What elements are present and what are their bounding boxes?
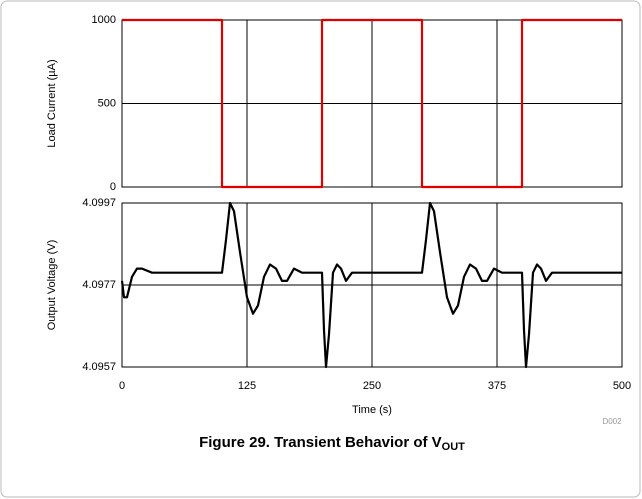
y-tick-label: 1000	[92, 14, 116, 26]
x-tick-label: 375	[488, 380, 506, 392]
y-tick-label: 0	[110, 181, 116, 193]
caption-subscript: OUT	[442, 441, 466, 453]
caption: Figure 29. Transient Behavior of VOUT	[199, 434, 465, 453]
data-line	[120, 201, 622, 369]
data-line	[122, 18, 622, 189]
y-axis-title: Load Current (µA)	[46, 59, 58, 147]
y-tick-label: 4.0957	[82, 361, 116, 373]
x-tick-label: 500	[613, 380, 631, 392]
x-tick-label: 250	[363, 380, 381, 392]
y-tick-label: 500	[98, 97, 116, 109]
y-axis-title: Output Voltage (V)	[46, 240, 58, 331]
y-tick-label: 4.0997	[82, 197, 116, 209]
x-axis-title: Time (s)	[352, 404, 392, 416]
x-tick-label: 125	[238, 380, 256, 392]
y-tick-label: 4.0977	[82, 279, 116, 291]
figure-note: D002	[602, 417, 622, 426]
caption-text: Figure 29. Transient Behavior of V	[199, 434, 442, 451]
x-tick-label: 0	[119, 380, 125, 392]
